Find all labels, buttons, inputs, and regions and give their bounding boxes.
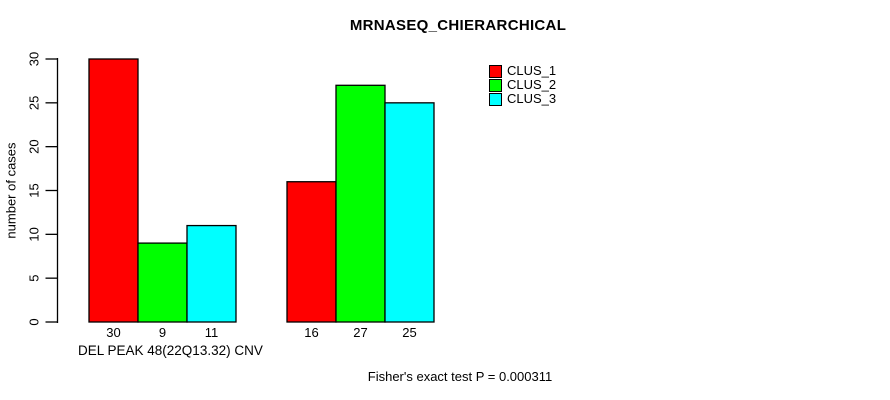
y-tick-label: 20 [27, 139, 42, 153]
bar-value-label: 27 [353, 325, 367, 340]
y-tick-label: 10 [27, 227, 42, 241]
y-tick-label: 15 [27, 183, 42, 197]
legend-swatch [489, 64, 502, 78]
legend-item-clus_1: CLUS_1 [489, 64, 556, 78]
bar-clus_2-group1 [137, 242, 188, 323]
bar-value-label: 16 [304, 325, 318, 340]
legend-swatch [489, 78, 502, 92]
legend-label: CLUS_2 [507, 77, 557, 92]
y-tick-label: 30 [27, 52, 42, 66]
bar-value-label: 30 [106, 325, 120, 340]
y-tick-label: 5 [27, 275, 42, 282]
bar-clus_1-group1 [88, 58, 139, 323]
bar-clus_3-group2 [384, 102, 435, 323]
legend-item-clus_3: CLUS_3 [489, 92, 556, 106]
bar-value-label: 25 [402, 325, 416, 340]
y-tick-label: 0 [27, 318, 42, 325]
bar-value-label: 9 [159, 325, 166, 340]
legend-label: CLUS_3 [507, 91, 557, 106]
bar-value-label: 11 [205, 325, 219, 340]
legend-item-clus_2: CLUS_2 [489, 78, 556, 92]
bar-clus_3-group1 [186, 224, 237, 323]
chart-title: MRNASEQ_CHIERARCHICAL [349, 17, 567, 34]
bar-clus_1-group2 [286, 181, 337, 323]
bar-clus_2-group2 [335, 84, 386, 323]
footer-stat-text: Fisher's exact test P = 0.000311 [367, 369, 553, 384]
legend-swatch [489, 92, 502, 106]
x-axis-label: DEL PEAK 48(22Q13.32) CNV [78, 343, 263, 358]
legend: CLUS_1 CLUS_2 CLUS_3 [489, 64, 556, 106]
legend-label: CLUS_1 [507, 63, 557, 78]
y-tick-label: 25 [27, 96, 42, 110]
